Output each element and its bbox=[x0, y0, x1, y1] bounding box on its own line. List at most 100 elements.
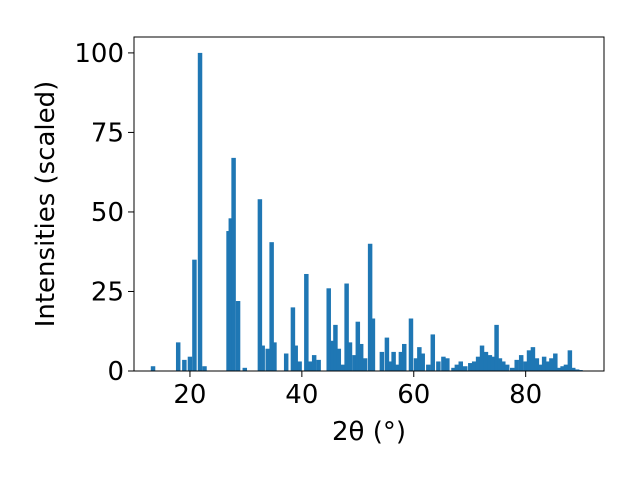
bar bbox=[362, 358, 368, 371]
bar bbox=[333, 324, 338, 371]
bar bbox=[293, 345, 298, 371]
bar bbox=[490, 356, 496, 371]
bar bbox=[347, 342, 353, 371]
y-axis-label: Intensities (scaled) bbox=[31, 81, 61, 328]
bar bbox=[537, 364, 543, 371]
bar bbox=[355, 321, 361, 371]
bar bbox=[297, 361, 302, 371]
bar bbox=[352, 355, 357, 371]
bar bbox=[402, 343, 407, 371]
bar bbox=[379, 351, 385, 371]
x-tick-label: 60 bbox=[397, 380, 430, 410]
bar bbox=[463, 366, 468, 371]
bar bbox=[257, 199, 263, 371]
bar bbox=[560, 366, 565, 371]
bar bbox=[408, 318, 414, 371]
bar bbox=[202, 366, 207, 371]
bar bbox=[514, 359, 519, 371]
plot-frame bbox=[133, 36, 605, 372]
bar bbox=[384, 337, 390, 371]
bar bbox=[231, 157, 236, 371]
x-tick-label: 40 bbox=[285, 380, 318, 410]
bar bbox=[336, 348, 342, 371]
bar bbox=[358, 343, 364, 371]
bar bbox=[475, 356, 481, 371]
bar bbox=[290, 307, 296, 371]
bar bbox=[182, 359, 187, 371]
bar bbox=[150, 366, 156, 371]
bar bbox=[265, 348, 270, 371]
bar bbox=[454, 364, 460, 371]
bar bbox=[269, 242, 274, 371]
bar bbox=[388, 361, 393, 371]
bar bbox=[479, 345, 485, 371]
bars-group bbox=[150, 52, 583, 372]
bar bbox=[192, 259, 197, 371]
bar bbox=[413, 358, 419, 371]
bar bbox=[468, 363, 473, 371]
bar bbox=[441, 356, 446, 371]
y-tick-label: 50 bbox=[91, 198, 124, 228]
bar bbox=[504, 364, 510, 371]
bar bbox=[228, 218, 234, 371]
bar bbox=[304, 273, 309, 371]
bar bbox=[451, 367, 456, 371]
bar bbox=[549, 358, 554, 371]
bar bbox=[370, 318, 376, 371]
bar bbox=[272, 342, 277, 371]
bar bbox=[574, 369, 580, 371]
bar bbox=[398, 351, 404, 371]
y-tick-label: 100 bbox=[74, 39, 124, 69]
bar bbox=[283, 353, 289, 371]
bar bbox=[567, 350, 573, 371]
bar bbox=[436, 361, 441, 371]
bar bbox=[391, 351, 396, 371]
bar bbox=[308, 361, 313, 371]
bar bbox=[430, 334, 436, 371]
bar bbox=[235, 301, 241, 371]
bar bbox=[330, 340, 335, 371]
bar bbox=[326, 288, 331, 371]
bar bbox=[197, 52, 203, 372]
x-tick-label: 20 bbox=[173, 380, 206, 410]
bar bbox=[175, 342, 181, 371]
bar bbox=[494, 324, 499, 371]
bar bbox=[187, 356, 193, 371]
bar bbox=[483, 351, 489, 371]
bar bbox=[458, 361, 463, 371]
bar bbox=[501, 361, 506, 371]
bar bbox=[563, 364, 569, 371]
bar bbox=[523, 361, 528, 371]
bar bbox=[497, 358, 503, 371]
x-axis-label: 2θ (°) bbox=[332, 417, 406, 447]
bar bbox=[541, 356, 547, 371]
bar bbox=[417, 347, 422, 371]
bar bbox=[242, 367, 248, 371]
bar bbox=[526, 350, 532, 371]
bar bbox=[260, 345, 265, 371]
bar bbox=[534, 358, 540, 371]
bar bbox=[445, 358, 450, 371]
bar bbox=[518, 355, 524, 371]
y-tick-label: 75 bbox=[91, 118, 124, 148]
bar bbox=[367, 243, 373, 371]
x-axis: 20 40 60 80 bbox=[173, 371, 542, 410]
x-tick-label: 80 bbox=[509, 380, 542, 410]
bar bbox=[510, 367, 515, 371]
bar bbox=[340, 364, 345, 371]
bar bbox=[530, 347, 536, 371]
y-axis: 0 25 50 75 100 bbox=[74, 39, 134, 387]
bar bbox=[557, 367, 562, 371]
bar bbox=[471, 361, 477, 371]
bar bbox=[394, 364, 400, 371]
bar bbox=[420, 353, 425, 371]
bar bbox=[316, 359, 321, 371]
bar bbox=[553, 353, 558, 371]
y-tick-label: 0 bbox=[107, 357, 124, 387]
bar bbox=[426, 364, 431, 371]
bar bbox=[545, 361, 551, 371]
bar bbox=[487, 355, 493, 371]
bar bbox=[311, 355, 317, 371]
bar bbox=[344, 283, 349, 371]
